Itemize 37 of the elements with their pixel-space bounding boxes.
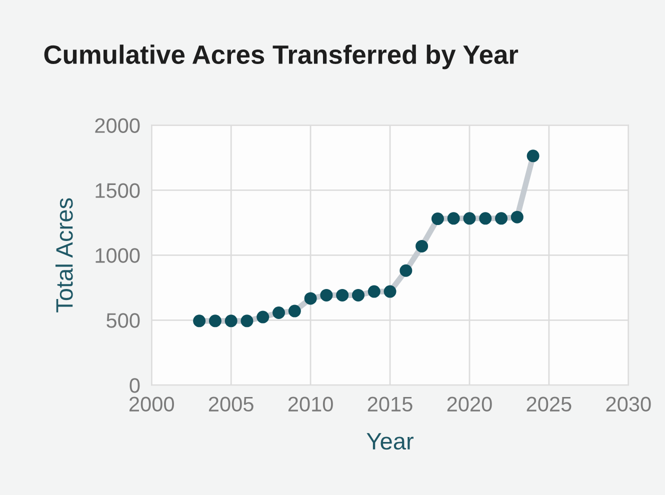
x-tick-label: 2025 bbox=[526, 396, 572, 412]
point bbox=[193, 314, 206, 328]
point bbox=[256, 310, 270, 324]
y-axis-title: Total Acres bbox=[55, 198, 73, 312]
point bbox=[416, 240, 428, 252]
x-tick-label: 2015 bbox=[368, 396, 412, 412]
point bbox=[447, 212, 460, 225]
point bbox=[384, 285, 396, 298]
point bbox=[368, 285, 380, 298]
point bbox=[240, 314, 254, 328]
point bbox=[463, 212, 476, 225]
point bbox=[304, 292, 317, 305]
point bbox=[479, 212, 492, 225]
y-tick-label: 0 bbox=[130, 378, 140, 393]
x-tick-label: 2030 bbox=[606, 396, 651, 412]
y-tick-label: 1500 bbox=[96, 183, 140, 198]
x-axis-title: Year bbox=[366, 433, 414, 450]
point bbox=[272, 306, 286, 319]
y-tick-label: 500 bbox=[106, 313, 140, 328]
point bbox=[526, 150, 540, 162]
x-tick-label: 2020 bbox=[447, 396, 492, 412]
point bbox=[431, 212, 444, 226]
x-tick-label: 2000 bbox=[130, 396, 174, 412]
point bbox=[510, 210, 524, 224]
point bbox=[400, 264, 412, 277]
point bbox=[208, 314, 222, 328]
point bbox=[320, 288, 333, 302]
point bbox=[495, 212, 508, 225]
chart-title: Cumulative Acres Transferred by Year bbox=[44, 44, 518, 70]
point bbox=[352, 288, 364, 302]
point bbox=[224, 314, 238, 328]
y-tick-label: 1000 bbox=[96, 248, 140, 263]
point bbox=[288, 304, 301, 318]
x-tick-label: 2010 bbox=[288, 396, 333, 412]
point bbox=[336, 288, 349, 302]
y-tick-label: 2000 bbox=[95, 118, 140, 133]
x-tick-label: 2005 bbox=[208, 396, 254, 412]
